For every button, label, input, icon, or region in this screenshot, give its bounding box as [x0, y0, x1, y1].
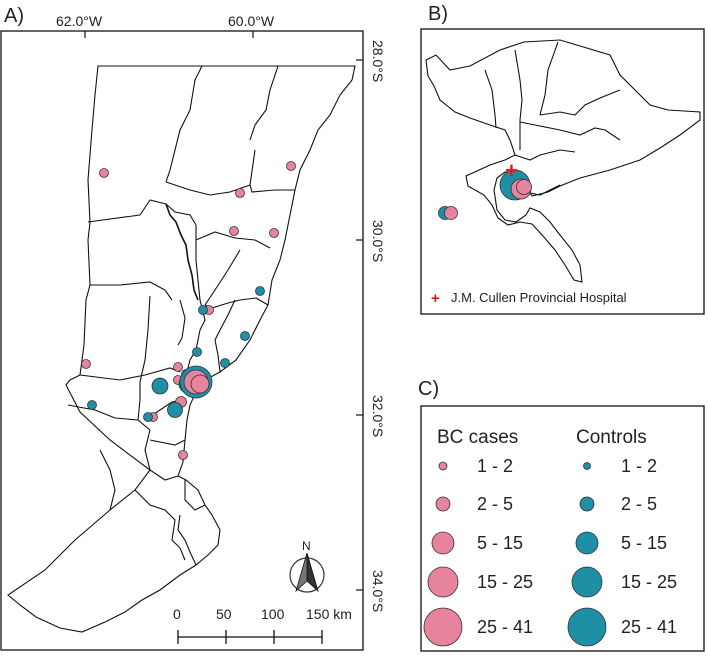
north-arrow: N: [289, 539, 325, 593]
hospital-legend-label: J.M. Cullen Provincial Hospital: [451, 290, 627, 305]
case-point: [190, 374, 210, 394]
case-point: [286, 161, 296, 171]
case-point: [178, 450, 188, 460]
legend-control-class-4: 15 - 25: [621, 572, 677, 592]
legend-control-swatch-5: [567, 607, 607, 647]
control-point: [220, 358, 230, 368]
legend-case-swatch-3: [431, 531, 455, 555]
map-b-frame: [420, 28, 705, 315]
lon-label-62w: 62.0°W: [56, 13, 103, 29]
legend-control-swatch-4: [571, 566, 603, 598]
scale-tick-150: 150 km: [306, 606, 352, 622]
map-a-frame: [0, 30, 364, 651]
legend-controls: [567, 462, 607, 647]
panel-b-label: B): [428, 3, 448, 25]
county-boundaries: [67, 65, 295, 566]
case-point: [235, 188, 245, 198]
legend-case-class-3: 5 - 15: [477, 533, 523, 553]
legend-control-swatch-3: [575, 531, 599, 555]
legend-control-swatch-1: [583, 462, 591, 470]
lat-label-34s: 34.0°S: [370, 570, 386, 612]
legend-case-class-4: 15 - 25: [477, 572, 533, 592]
salado-river: [165, 203, 199, 301]
control-point: [240, 331, 250, 341]
scale-bar: 0 50 100 150 km: [173, 606, 352, 644]
scale-tick-0: 0: [173, 606, 181, 622]
control-point: [151, 377, 169, 395]
case-point: [229, 226, 239, 236]
legend-frame: [420, 405, 705, 652]
control-point: [143, 412, 153, 422]
scale-tick-100: 100: [261, 606, 285, 622]
panel-a-label: A): [4, 5, 24, 27]
legend-cases-title: BC cases: [437, 427, 518, 448]
lat-label-28s: 28.0°S: [370, 40, 386, 82]
hospital-legend-icon: +: [431, 290, 440, 307]
lon-label-60w: 60.0°W: [228, 13, 275, 29]
control-point: [87, 400, 97, 410]
legend-case-class-2: 2 - 5: [477, 494, 513, 514]
control-point: [192, 347, 202, 357]
case-point: [81, 359, 91, 369]
scale-tick-50: 50: [216, 606, 232, 622]
case-point: [173, 362, 183, 372]
legend-control-swatch-2: [579, 496, 595, 512]
control-point: [255, 286, 265, 296]
legend-case-swatch-1: [438, 461, 448, 471]
legend-control-class-1: 1 - 2: [621, 456, 657, 476]
case-point: [99, 168, 109, 178]
legend-case-swatch-2: [435, 496, 451, 512]
legend-case-swatch-4: [427, 566, 459, 598]
legend-case-swatch-5: [423, 607, 463, 647]
case-point: [444, 206, 458, 220]
panel-c-label: C): [418, 378, 439, 400]
north-label: N: [302, 539, 311, 553]
legend-controls-title: Controls: [576, 427, 647, 448]
control-point: [167, 402, 183, 418]
legend-case-class-1: 1 - 2: [477, 456, 513, 476]
legend-cases: [423, 461, 463, 647]
legend-control-class-3: 5 - 15: [621, 533, 667, 553]
map-a-city-cluster: [183, 369, 210, 395]
province-outline: [7, 65, 356, 633]
case-point: [269, 228, 279, 238]
map-b-points: [438, 169, 532, 220]
control-point: [198, 305, 208, 315]
legend-case-class-5: 25 - 41: [477, 617, 533, 637]
case-point: [516, 179, 532, 195]
hospital-marker: +: [505, 158, 518, 183]
lat-label-32s: 32.0°S: [370, 395, 386, 437]
legend-control-class-5: 25 - 41: [621, 617, 677, 637]
lat-label-30s: 30.0°S: [370, 220, 386, 262]
map-b-boundaries: [425, 39, 701, 283]
legend-control-class-2: 2 - 5: [621, 494, 657, 514]
